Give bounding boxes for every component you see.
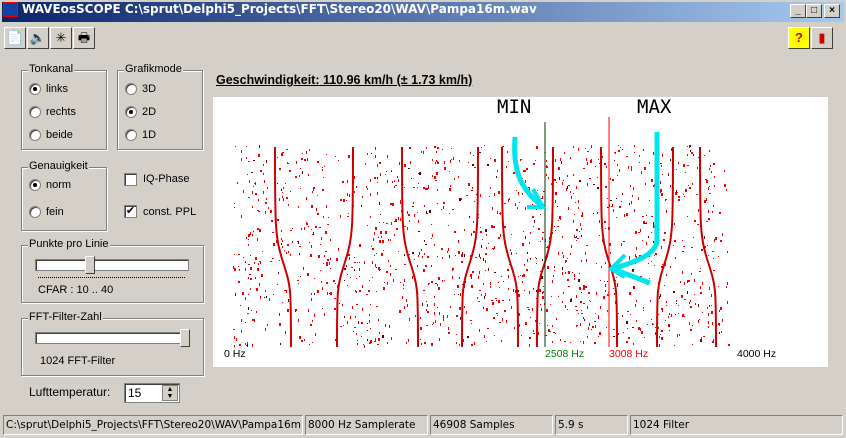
- maximize-button[interactable]: □: [806, 4, 822, 18]
- grafikmode-radio-3D[interactable]: [125, 83, 137, 95]
- status-samplerate: 8000 Hz Samplerate: [305, 415, 428, 435]
- status-duration: 5.9 s: [555, 415, 628, 435]
- tonkanal-radio-rechts[interactable]: [29, 106, 41, 118]
- grafikmode-option-label: 1D: [142, 129, 157, 141]
- tonkanal-group: Tonkanal: [21, 63, 107, 150]
- help-button[interactable]: ?: [788, 27, 810, 49]
- luft-label: Lufttemperatur:: [29, 385, 111, 399]
- exit-door-icon[interactable]: ▮: [811, 27, 833, 49]
- fft-group: FFT-Filter-Zahl: [21, 311, 204, 376]
- tonkanal-option-label: beide: [46, 129, 73, 141]
- fft-slider-track[interactable]: [35, 332, 189, 344]
- min-arrowhead: [527, 188, 547, 209]
- tonkanal-radio-links[interactable]: [29, 83, 41, 95]
- grafikmode-option-label: 2D: [142, 106, 157, 118]
- noise-dots: [233, 145, 730, 348]
- trace-line: [461, 146, 479, 348]
- punkte-ticks: [38, 277, 185, 278]
- max-label: MAX: [637, 96, 672, 118]
- trace-line: [401, 146, 419, 348]
- trace-line: [656, 146, 674, 348]
- grafikmode-radio-2D[interactable]: [125, 106, 137, 118]
- punkte-slider-track[interactable]: [35, 259, 189, 271]
- fft-caption: 1024 FFT-Filter: [40, 355, 116, 367]
- tonkanal-option-label: links: [46, 83, 69, 95]
- min-arrow: [512, 136, 543, 207]
- trace-line: [336, 146, 354, 348]
- grafikmode-label: Grafikmode: [124, 63, 183, 75]
- x-end-label: 4000 Hz: [737, 348, 777, 360]
- const-ppl-checkbox[interactable]: ✔: [124, 205, 137, 218]
- app-icon: [3, 2, 18, 17]
- x-start-label: 0 Hz: [224, 348, 246, 360]
- max-arrowhead: [607, 253, 627, 279]
- luft-spinner[interactable]: ▲ ▼: [162, 385, 178, 401]
- genauigkeit-label: Genauigkeit: [28, 160, 89, 172]
- speed-readout: Geschwindigkeit: 110.96 km/h (± 1.73 km/…: [216, 73, 473, 87]
- luft-value: 15: [128, 386, 142, 400]
- grafikmode-option-label: 3D: [142, 83, 157, 95]
- punkte-group: Punkte pro Linie: [21, 238, 204, 303]
- status-filter: 1024 Filter: [630, 415, 843, 435]
- graph-icon[interactable]: ✳: [50, 27, 72, 49]
- max-arrow-tail: [612, 266, 651, 286]
- title-bar: [0, 0, 846, 22]
- punkte-caption: CFAR : 10 .. 40: [38, 284, 114, 296]
- trace-line: [699, 146, 717, 348]
- status-path: C:\sprut\Delphi5_Projects\FFT\Stereo20\W…: [3, 415, 303, 435]
- genauigkeit-group: Genauigkeit: [21, 160, 107, 231]
- min-label: MIN: [497, 96, 532, 118]
- punkte-slider-thumb[interactable]: [85, 256, 95, 274]
- window-title: WAVEosSCOPE C:\sprut\Delphi5_Projects\FF…: [22, 2, 537, 16]
- grafikmode-group: Grafikmode: [117, 63, 203, 150]
- iq-phase-label: IQ-Phase: [143, 173, 190, 185]
- open-file-icon[interactable]: 📄: [4, 27, 26, 49]
- max-arrow: [612, 132, 660, 272]
- tonkanal-label: Tonkanal: [28, 63, 75, 75]
- tonkanal-option-label: rechts: [46, 106, 76, 118]
- tonkanal-radio-beide[interactable]: [29, 129, 41, 141]
- max-freq-label: 3008 Hz: [609, 348, 649, 360]
- trace-line: [274, 146, 292, 348]
- punkte-label: Punkte pro Linie: [28, 238, 110, 250]
- genauigkeit-option-label: norm: [46, 179, 72, 191]
- grafikmode-radio-1D[interactable]: [125, 129, 137, 141]
- fft-slider-thumb[interactable]: [180, 329, 190, 347]
- status-samples: 46908 Samples: [430, 415, 553, 435]
- close-button[interactable]: ×: [824, 4, 840, 18]
- spectrogram-svg: [233, 117, 730, 348]
- genauigkeit-radio-norm[interactable]: [29, 179, 41, 191]
- spectrogram-plot: [213, 97, 828, 367]
- genauigkeit-option-label: fein: [46, 206, 64, 218]
- fft-label: FFT-Filter-Zahl: [28, 311, 103, 323]
- genauigkeit-radio-fein[interactable]: [29, 206, 41, 218]
- const-ppl-label: const. PPL: [143, 206, 197, 218]
- printer-icon[interactable]: 🖶: [73, 27, 95, 49]
- iq-phase-checkbox[interactable]: [124, 173, 137, 186]
- speaker-icon[interactable]: 🔈: [27, 27, 49, 49]
- minimize-button[interactable]: _: [790, 4, 806, 18]
- min-freq-label: 2508 Hz: [545, 348, 585, 360]
- trace-line: [501, 146, 519, 348]
